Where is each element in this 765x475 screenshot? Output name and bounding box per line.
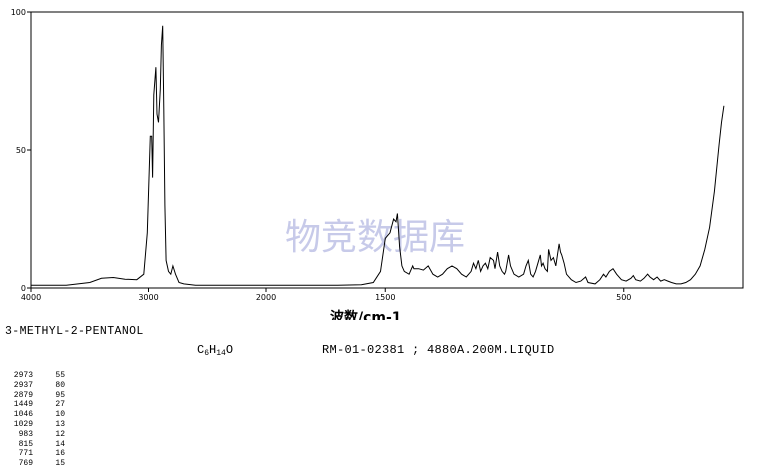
y-tick-label: 0	[21, 284, 26, 293]
compound-name: 3-METHYL-2-PENTANOL	[5, 325, 144, 338]
peak-row: 2973 55	[3, 371, 65, 381]
x-tick-label: 4000	[21, 293, 41, 302]
peak-row: 771 16	[3, 449, 65, 459]
peak-wavenumber: 815	[18, 439, 33, 449]
formula-c: C	[197, 343, 205, 357]
peak-transmittance: 12	[55, 429, 65, 439]
formula-h-count: 14	[216, 349, 226, 358]
peak-transmittance: 14	[55, 439, 65, 449]
peak-table: 2973 55 2937 80 2879 95 1449 27 1046 10 1029 13 983 1…	[3, 371, 65, 469]
peak-transmittance: 95	[55, 390, 65, 400]
peak-transmittance: 16	[55, 449, 65, 459]
y-tick-label: 50	[16, 146, 26, 155]
peak-wavenumber: 1449	[13, 400, 33, 410]
peak-wavenumber: 2973	[13, 371, 33, 380]
peak-wavenumber: 769	[18, 459, 33, 469]
peak-row: 1449 27	[3, 400, 65, 410]
formula-o: O	[225, 343, 234, 357]
x-tick-label: 1500	[375, 293, 395, 302]
x-tick-label: 2000	[256, 293, 276, 302]
spectrum-line	[31, 25, 725, 286]
x-axis-label: 波数/cm-1	[330, 309, 402, 320]
reference-code: RM-01-02381 ; 4880A.200M.LIQUID	[322, 343, 555, 357]
peak-transmittance: 10	[55, 410, 65, 420]
peak-wavenumber: 1029	[13, 419, 33, 429]
peak-transmittance: 27	[55, 400, 65, 410]
peak-row: 2879 95	[3, 391, 65, 401]
peak-row: 1046 10	[3, 410, 65, 420]
watermark-text: 物竞数据库	[285, 217, 465, 258]
peak-row: 983 12	[3, 430, 65, 440]
x-tick-label: 500	[616, 293, 631, 302]
ir-spectrum-chart: 0 50 100 4000 3000 2000 1500 500 物竞数据库 波数/cm-1	[11, 8, 744, 320]
peak-wavenumber: 2879	[13, 390, 33, 400]
x-tick-label: 3000	[138, 293, 158, 302]
peak-transmittance: 15	[55, 459, 65, 469]
peak-transmittance: 13	[55, 419, 65, 429]
peak-transmittance: 55	[55, 371, 65, 380]
peak-wavenumber: 771	[18, 449, 33, 459]
peak-wavenumber: 2937	[13, 380, 33, 390]
peak-row: 2937 80	[3, 381, 65, 391]
y-axis-ticks: 0 50 100	[11, 8, 31, 293]
peak-row: 1029 13	[3, 420, 65, 430]
peak-wavenumber: 1046	[13, 410, 33, 420]
y-tick-label: 100	[11, 8, 26, 17]
peak-row: 815 14	[3, 440, 65, 450]
x-axis-ticks: 4000 3000 2000 1500 500	[21, 288, 631, 302]
molecular-formula: C6H14O	[197, 343, 233, 358]
formula-c-count: 6	[204, 349, 210, 358]
peak-row: 769 15	[3, 459, 65, 469]
formula-h: H	[209, 343, 217, 357]
peak-transmittance: 80	[55, 380, 65, 390]
peak-wavenumber: 983	[18, 429, 33, 439]
